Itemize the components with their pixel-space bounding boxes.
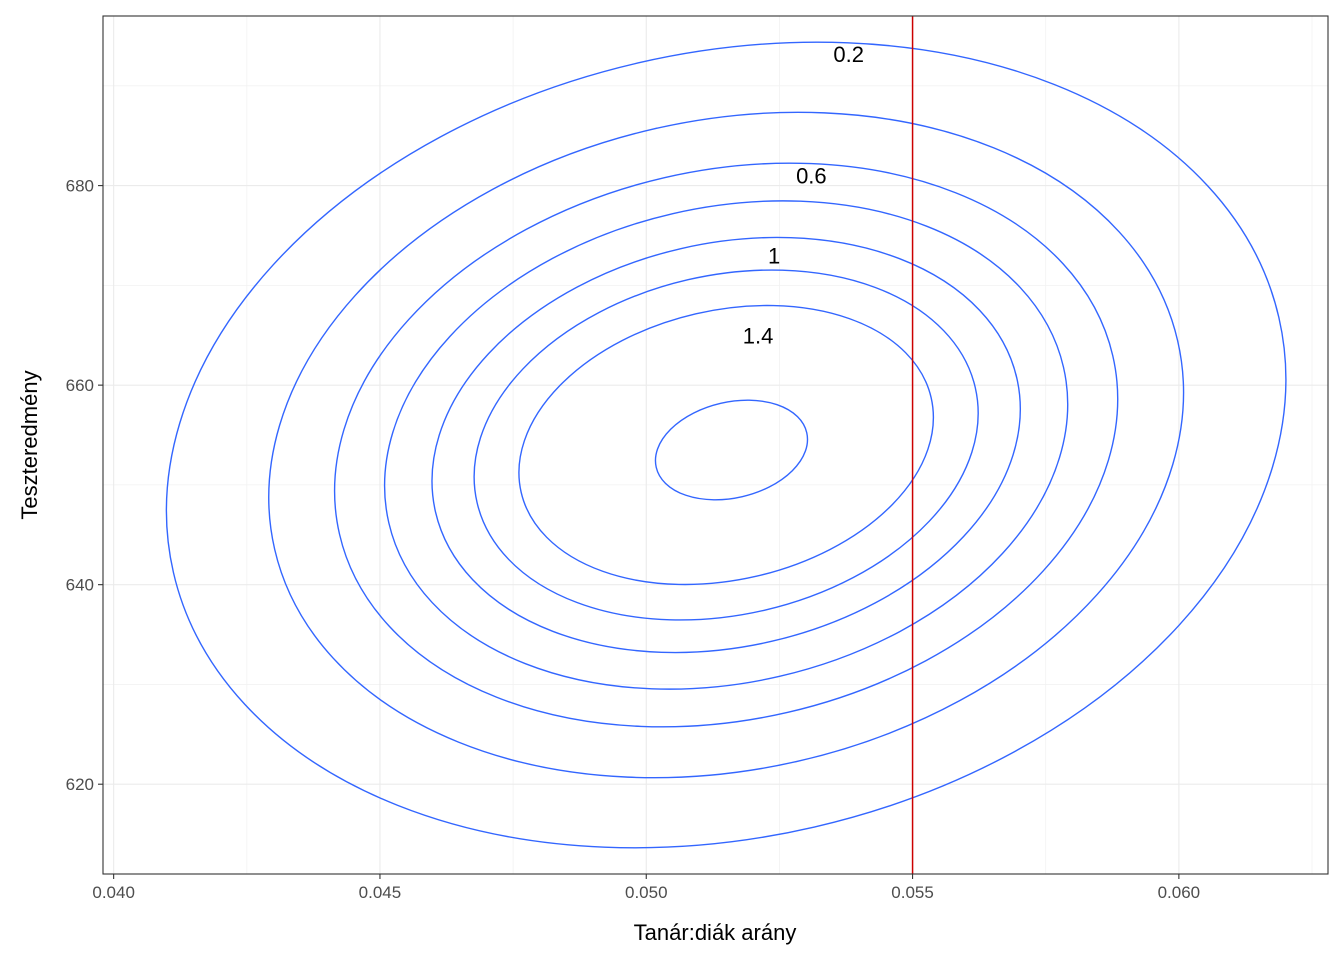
contour-line [654,399,809,501]
y-tick-label: 660 [66,376,94,395]
x-tick-label: 0.050 [625,883,668,902]
contour-labels: 0.2 0.6 1 1.4 [743,42,864,348]
y-axis-title: Teszteredmény [17,370,42,519]
contour-line [518,304,935,586]
plot-border [102,15,1329,875]
x-tick-label: 0.040 [92,883,135,902]
minor-gridlines [103,16,1328,874]
contour-label: 0.6 [796,164,827,189]
y-tick-label: 680 [66,177,94,196]
contour-line [383,200,1069,690]
contour-lines [165,41,1287,849]
contour-label: 1 [768,243,780,268]
contour-line [333,162,1119,728]
contour-line [165,41,1287,849]
contour-line [473,269,979,621]
x-tick-label: 0.060 [1158,883,1201,902]
x-tick-label: 0.045 [359,883,402,902]
contour-line [431,236,1021,654]
x-axis-title: Tanár:diák arány [634,920,797,945]
x-axis-ticks: 0.040 0.045 0.050 0.055 0.060 [92,874,1200,902]
plot-panel [103,16,1328,874]
y-tick-label: 620 [66,775,94,794]
contour-label: 0.2 [833,42,864,67]
contour-line [268,111,1185,779]
x-tick-label: 0.055 [891,883,934,902]
y-axis-ticks: 620 640 660 680 [66,177,103,794]
contour-label: 1.4 [743,323,774,348]
y-tick-label: 640 [66,576,94,595]
